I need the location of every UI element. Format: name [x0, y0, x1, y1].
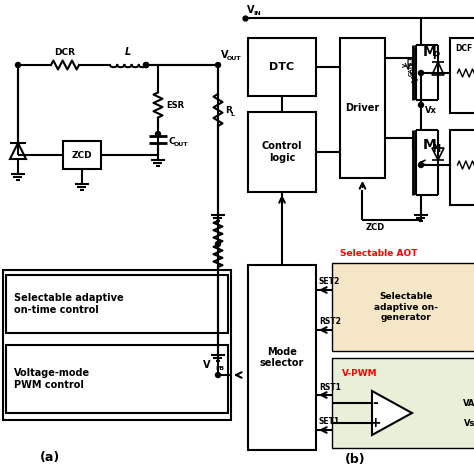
Text: ESR: ESR	[166, 100, 184, 109]
Bar	[248, 38, 316, 96]
Polygon shape	[10, 143, 26, 159]
Text: V-PWM: V-PWM	[342, 368, 378, 377]
Bar	[3, 270, 231, 420]
Text: -: -	[372, 396, 378, 410]
Text: M: M	[423, 138, 437, 152]
Bar	[248, 112, 316, 192]
Text: SET1: SET1	[319, 418, 340, 427]
Text: V: V	[221, 50, 228, 60]
Text: Selectable
adaptive on-
generator: Selectable adaptive on- generator	[374, 292, 438, 322]
Circle shape	[216, 241, 220, 246]
Circle shape	[16, 63, 20, 67]
Text: V: V	[202, 360, 210, 370]
Text: DCR: DCR	[55, 47, 75, 56]
Bar	[332, 263, 474, 351]
Text: (a): (a)	[40, 452, 60, 465]
Text: DCF: DCF	[455, 44, 472, 53]
Text: IN: IN	[253, 10, 261, 16]
Text: VA: VA	[463, 399, 474, 408]
Text: Control
logic: Control logic	[262, 141, 302, 163]
Text: N: N	[432, 144, 440, 154]
Text: C: C	[169, 137, 176, 146]
Circle shape	[216, 63, 220, 67]
Bar	[340, 38, 385, 178]
Circle shape	[419, 71, 423, 75]
Text: M: M	[423, 45, 437, 59]
Text: Driver: Driver	[346, 103, 380, 113]
Text: L: L	[230, 111, 234, 117]
Bar	[332, 358, 474, 448]
Text: (b): (b)	[345, 454, 365, 466]
Polygon shape	[432, 148, 444, 160]
Polygon shape	[432, 62, 444, 75]
Circle shape	[419, 163, 423, 167]
Bar	[63, 141, 101, 169]
Bar	[450, 130, 474, 205]
Text: DTC: DTC	[269, 62, 294, 72]
Bar	[6, 275, 228, 333]
Polygon shape	[372, 391, 412, 435]
Circle shape	[419, 102, 423, 108]
Text: Selectable adaptive
on-time control: Selectable adaptive on-time control	[14, 293, 124, 315]
Text: Vx: Vx	[425, 106, 437, 115]
Text: Mode
selector: Mode selector	[260, 346, 304, 368]
Text: Selectable AOT: Selectable AOT	[340, 248, 418, 257]
Text: SET2: SET2	[319, 277, 340, 286]
Bar	[450, 38, 474, 113]
Text: R: R	[225, 106, 232, 115]
Text: ZCD: ZCD	[72, 151, 92, 159]
Text: RST2: RST2	[319, 318, 341, 327]
Text: +: +	[369, 416, 381, 430]
Text: V
GATE.P: V GATE.P	[402, 55, 413, 75]
Text: ZCD: ZCD	[365, 222, 385, 231]
Bar	[332, 263, 474, 351]
Bar	[248, 265, 316, 450]
Text: FB: FB	[215, 365, 224, 371]
Text: RST1: RST1	[319, 383, 341, 392]
Bar	[6, 345, 228, 413]
Text: V: V	[247, 5, 255, 15]
Bar	[332, 358, 474, 448]
Text: OUT: OUT	[174, 142, 189, 146]
Text: Voltage-mode
PWM control: Voltage-mode PWM control	[14, 368, 90, 390]
Text: P: P	[432, 51, 439, 61]
Text: L: L	[125, 47, 131, 57]
Circle shape	[155, 131, 161, 137]
Circle shape	[144, 63, 148, 67]
Text: OUT: OUT	[227, 55, 241, 61]
Text: Vs: Vs	[464, 419, 474, 428]
Circle shape	[216, 373, 220, 377]
Circle shape	[144, 63, 148, 67]
